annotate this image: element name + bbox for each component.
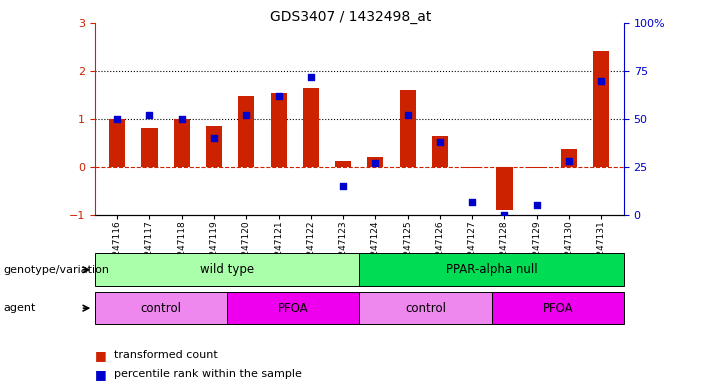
Bar [561, 149, 577, 167]
Bar [432, 136, 448, 167]
Text: control: control [140, 302, 182, 314]
Bar [593, 51, 609, 167]
Bar [400, 90, 416, 167]
Text: genotype/variation: genotype/variation [4, 265, 109, 275]
Bar [464, 167, 480, 168]
Bar [271, 93, 287, 167]
Text: PFOA: PFOA [278, 302, 308, 314]
Text: ■: ■ [95, 349, 107, 362]
Point [435, 139, 446, 145]
Text: wild type: wild type [200, 263, 254, 276]
Point [305, 74, 316, 80]
Text: control: control [405, 302, 446, 314]
Text: ■: ■ [95, 368, 107, 381]
Point [499, 212, 510, 218]
Text: percentile rank within the sample: percentile rank within the sample [114, 369, 302, 379]
Bar [303, 88, 319, 167]
Text: agent: agent [4, 303, 36, 313]
Bar [335, 161, 351, 167]
Point [144, 112, 155, 118]
Point [531, 202, 543, 209]
Point [208, 135, 219, 141]
Text: PPAR-alpha null: PPAR-alpha null [446, 263, 538, 276]
Point [402, 112, 414, 118]
Point [273, 93, 284, 99]
Point [370, 160, 381, 166]
Bar [174, 119, 190, 167]
Bar [529, 167, 545, 168]
Point [564, 158, 575, 164]
Text: GDS3407 / 1432498_at: GDS3407 / 1432498_at [270, 10, 431, 23]
Point [176, 116, 187, 122]
Point [111, 116, 123, 122]
Point [467, 199, 478, 205]
Bar [109, 119, 125, 167]
Bar [367, 157, 383, 167]
Bar [142, 127, 158, 167]
Text: PFOA: PFOA [543, 302, 573, 314]
Text: transformed count: transformed count [114, 350, 218, 360]
Bar [206, 126, 222, 167]
Point [596, 78, 607, 84]
Point [337, 183, 348, 189]
Point [240, 112, 252, 118]
Bar [496, 167, 512, 210]
Bar [238, 96, 254, 167]
